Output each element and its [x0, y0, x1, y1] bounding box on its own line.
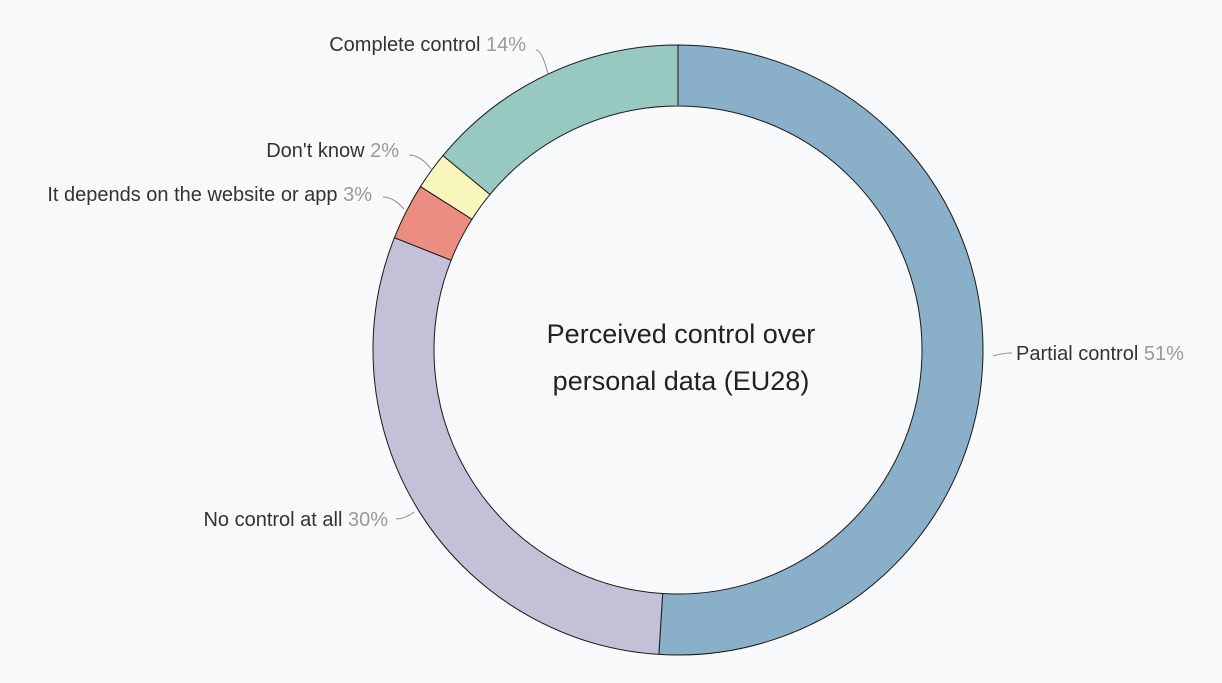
label-name-it-depends-on-the-website-or-app: It depends on the website or app	[47, 184, 343, 206]
label-it-depends-on-the-website-or-app: It depends on the website or app 3%	[47, 184, 372, 206]
leader-no-control-at-all	[395, 511, 415, 520]
label-no-control-at-all: No control at all 30%	[203, 509, 388, 531]
label-don-t-know: Don't know 2%	[266, 140, 399, 162]
leader-partial-control	[992, 352, 1013, 357]
slice-partial-control	[658, 44, 984, 656]
label-value-it-depends-on-the-website-or-app: 3%	[343, 184, 372, 206]
label-name-complete-control: Complete control	[329, 34, 486, 56]
label-name-don-t-know: Don't know	[266, 140, 370, 162]
chart-title-line-2: personal data (EU28)	[553, 366, 810, 396]
label-partial-control: Partial control 51%	[1016, 343, 1184, 365]
leader-it-depends-on-the-website-or-app	[382, 196, 405, 210]
label-value-don-t-know: 2%	[370, 140, 399, 162]
leader-lines	[382, 49, 1013, 520]
label-name-partial-control: Partial control	[1016, 343, 1144, 365]
slice-no-control-at-all	[372, 237, 664, 655]
label-name-no-control-at-all: No control at all	[203, 509, 348, 531]
slice-complete-control	[442, 44, 679, 196]
leader-don-t-know	[408, 154, 433, 171]
label-value-complete-control: 14%	[486, 34, 526, 56]
chart-title-line-1: Perceived control over	[547, 319, 816, 349]
label-value-partial-control: 51%	[1144, 343, 1184, 365]
label-value-no-control-at-all: 30%	[348, 509, 388, 531]
label-complete-control: Complete control 14%	[329, 34, 526, 56]
donut-slices	[372, 44, 984, 656]
leader-complete-control	[535, 49, 549, 75]
slice-labels: Partial control 51% No control at all 30%…	[47, 34, 1184, 531]
